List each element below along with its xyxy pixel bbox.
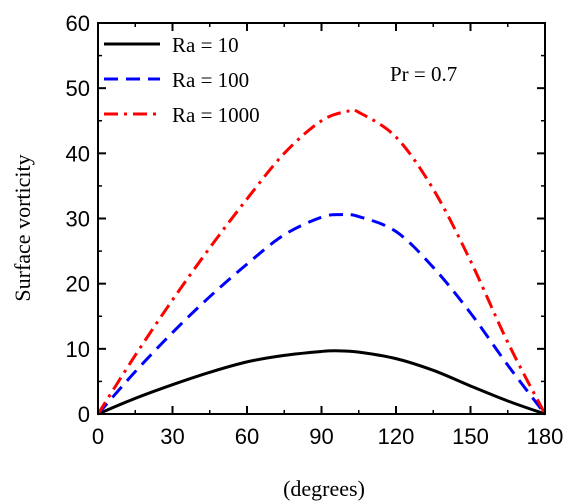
- x-tick-label: 30: [160, 424, 184, 449]
- y-tick-label: 0: [78, 402, 90, 427]
- x-axis-label: (degrees): [283, 476, 365, 501]
- legend: Ra = 10 Ra = 100 Ra = 1000: [104, 33, 260, 127]
- y-tick-label: 50: [66, 76, 90, 101]
- x-tick-label: 0: [92, 424, 104, 449]
- series-line-1: [97, 349, 546, 416]
- y-tick-label: 20: [66, 272, 90, 297]
- x-tick-label: 150: [452, 424, 489, 449]
- series-line-3: [96, 107, 547, 415]
- x-tick-label: 90: [309, 424, 333, 449]
- x-tick-label: 180: [527, 424, 564, 449]
- legend-label-3: Ra = 1000: [172, 103, 260, 127]
- axes: [97, 22, 546, 415]
- series-group: [96, 107, 547, 416]
- y-axis-label: Surface vorticity: [10, 154, 35, 301]
- legend-label-1: Ra = 10: [172, 33, 239, 57]
- y-tick-label: 60: [66, 11, 90, 36]
- tick-labels: 0 30 60 90 120 150 180 0 10 20 30 40 50 60: [66, 11, 564, 449]
- x-tick-label: 60: [235, 424, 259, 449]
- y-tick-label: 30: [66, 207, 90, 232]
- y-tick-label: 40: [66, 141, 90, 166]
- pr-annotation: Pr = 0.7: [390, 62, 457, 86]
- x-tick-label: 120: [378, 424, 415, 449]
- series-line-2: [96, 212, 547, 415]
- legend-label-2: Ra = 100: [172, 68, 249, 92]
- y-tick-label: 10: [66, 337, 90, 362]
